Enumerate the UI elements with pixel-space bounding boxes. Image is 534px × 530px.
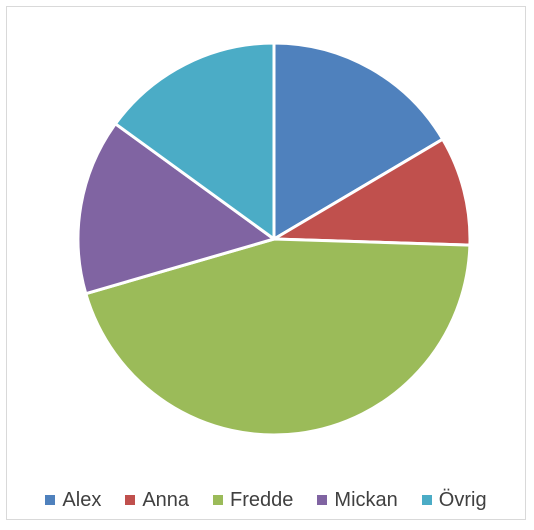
pie-slice-mickan (76, 122, 276, 296)
legend-label: Alex (62, 488, 102, 511)
legend-swatch (45, 495, 56, 505)
legend-swatch (317, 495, 328, 505)
legend-item: Mickan (317, 488, 398, 512)
legend-swatch (213, 495, 224, 505)
pie-chart (76, 41, 472, 437)
legend-label: Anna (142, 488, 190, 511)
chart-area: Alex Anna Fredde Mickan Övrig (6, 6, 526, 520)
pie-slice-alex (272, 41, 445, 241)
legend-item: Anna (125, 489, 189, 512)
legend-swatch (421, 495, 432, 505)
legend-swatch (125, 495, 136, 505)
pie-slices (76, 41, 472, 437)
chart-legend: Alex Anna Fredde Mickan Övrig (7, 485, 525, 515)
legend-label: Övrig (438, 488, 487, 511)
legend-item: Alex (45, 489, 101, 512)
pie-slice-anna (272, 137, 472, 247)
legend-label: Fredde (230, 488, 294, 511)
legend-label: Mickan (334, 488, 398, 511)
pie-slice-fredde (84, 237, 472, 437)
pie-slice-övrig (113, 41, 276, 241)
legend-item: Fredde (213, 489, 293, 512)
legend-item: Övrig (421, 488, 487, 512)
